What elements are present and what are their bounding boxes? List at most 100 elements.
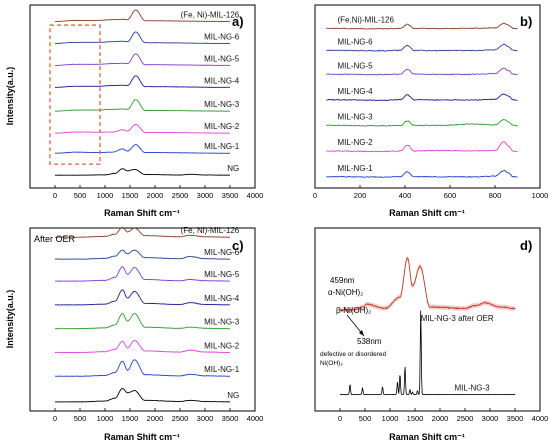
series-line-c-1 xyxy=(54,359,231,377)
series-line-a-7 xyxy=(54,9,231,23)
series-line-a-4 xyxy=(54,75,231,88)
annotation-arrowhead xyxy=(359,330,364,336)
panel-b-x-ticks: 0 200 400 600 800 1000 xyxy=(313,185,548,200)
panel-d: 0 500 1000 1500 2000 2500 3000 3500 4000 MIL-NG-… xyxy=(314,227,548,442)
series-line-a-5 xyxy=(54,53,231,66)
series-line-b-4 xyxy=(326,67,518,76)
x-tick-label: 3000 xyxy=(197,191,214,200)
series-label-a-1: MIL-NG-1 xyxy=(204,142,240,151)
series-line-a-6 xyxy=(54,31,231,44)
panel-b-frame xyxy=(314,4,541,189)
panel-b-series-labels: MIL-NG-1 MIL-NG-2 MIL-NG-3 MIL-NG-4 MIL-NG-5… xyxy=(338,16,395,173)
x-tick-label: 2500 xyxy=(172,414,189,423)
x-tick-label: 3000 xyxy=(197,414,214,423)
series-label-c-5: MIL-NG-5 xyxy=(204,270,240,279)
series-label-b-6: (Fe,Ni)-MIL-126 xyxy=(338,16,395,25)
panel-d-label: d) xyxy=(520,238,532,253)
panel-a-label: a) xyxy=(232,14,244,29)
x-tick-label: 3000 xyxy=(482,414,499,423)
annotation-alpha-nioh2: α-Ni(OH)₂ xyxy=(328,288,363,297)
panel-b: 0 200 400 600 800 1000 MIL-NG-1MIL-NG-2MIL-NG… xyxy=(313,4,548,218)
series-line-c-4 xyxy=(54,289,231,306)
series-line-a-3 xyxy=(54,99,231,112)
x-tick-label: 3500 xyxy=(222,414,239,423)
series-label-c-6: MIL-NG-6 xyxy=(204,248,240,257)
series-label-c-3: MIL-NG-3 xyxy=(204,318,240,327)
x-tick-label: 500 xyxy=(359,414,372,423)
series-line-b-3 xyxy=(326,93,518,101)
series-line-c-3 xyxy=(54,313,231,330)
series-line-b-5 xyxy=(326,43,518,52)
x-tick-label: 0 xyxy=(53,191,57,200)
series-label-d-1: MIL-NG-3 after OER xyxy=(421,314,494,323)
annotation-538nm: 538nm xyxy=(357,337,382,346)
series-label-a-7: (Fe, Ni)-MIL-126 xyxy=(181,10,240,19)
series-label-d-0: MIL-NG-3 xyxy=(455,384,491,393)
x-tick-label: 400 xyxy=(399,191,412,200)
series-line-d-0 xyxy=(339,310,516,396)
panel-c-label: c) xyxy=(232,238,244,253)
panel-d-x-ticks: 0 500 1000 1500 2000 2500 3000 3500 4000 xyxy=(338,408,548,423)
x-tick-label: 2500 xyxy=(172,191,189,200)
series-label-b-3: MIL-NG-4 xyxy=(338,87,374,96)
x-tick-label: 500 xyxy=(74,414,87,423)
x-tick-label: 200 xyxy=(354,191,367,200)
x-tick-label: 1500 xyxy=(122,414,139,423)
series-line-d-1 xyxy=(339,257,516,312)
x-tick-label: 500 xyxy=(74,191,87,200)
x-tick-label: 1000 xyxy=(382,414,399,423)
x-tick-label: 1500 xyxy=(407,414,424,423)
x-tick-label: 3500 xyxy=(507,414,524,423)
series-label-a-3: MIL-NG-3 xyxy=(204,100,240,109)
series-line-c-6 xyxy=(54,249,231,260)
annotation-defective: defective or disordered xyxy=(320,351,387,358)
series-label-c-0: NG xyxy=(227,391,239,400)
panel-c-frame xyxy=(29,227,256,412)
x-tick-label: 0 xyxy=(313,191,317,200)
x-tick-label: 1000 xyxy=(97,191,114,200)
series-line-c-0 xyxy=(54,387,231,403)
series-label-c-1: MIL-NG-1 xyxy=(204,365,240,374)
series-line-c-7 xyxy=(54,226,231,238)
panel-a-series xyxy=(49,9,231,176)
series-label-c-7: (Fe, Ni)-MIL-126 xyxy=(181,226,240,235)
highlight-box xyxy=(49,24,101,165)
x-tick-label: 600 xyxy=(444,191,457,200)
annotation-459nm: 459nm xyxy=(330,276,355,285)
series-label-a-2: MIL-NG-2 xyxy=(204,122,240,131)
x-tick-label: 0 xyxy=(338,414,342,423)
x-tick-label: 4000 xyxy=(532,414,549,423)
x-tick-label: 1000 xyxy=(532,191,549,200)
x-tick-label: 3500 xyxy=(222,191,239,200)
panel-a: 0 500 1000 1500 2000 2500 3000 3500 4000 NG MIL-N… xyxy=(5,4,264,218)
x-tick-label: 4000 xyxy=(247,414,264,423)
series-line-a-0 xyxy=(54,168,231,176)
series-line-b-2 xyxy=(326,118,518,127)
annotation-nioh2: Ni(OH)₂ xyxy=(320,360,343,367)
x-tick-label: 800 xyxy=(489,191,502,200)
x-tick-label: 2500 xyxy=(457,414,474,423)
series-line-a-1 xyxy=(54,144,231,154)
series-label-a-0: NG xyxy=(227,164,239,173)
panel-a-xlabel: Raman Shift cm⁻¹ xyxy=(104,208,180,218)
panel-c-title: After OER xyxy=(34,234,76,244)
series-label-a-5: MIL-NG-5 xyxy=(204,54,240,63)
series-label-c-4: MIL-NG-4 xyxy=(204,294,240,303)
panel-c-ylabel: Intensity(a.u.) xyxy=(5,290,15,349)
panel-c-xlabel: Raman Shift cm⁻¹ xyxy=(104,432,180,442)
panel-d-series-labels: MIL-NG-3 MIL-NG-3 after OER xyxy=(421,314,494,393)
series-label-a-4: MIL-NG-4 xyxy=(204,76,240,85)
series-line-c-5 xyxy=(54,266,231,282)
series-line-b-0 xyxy=(326,169,518,178)
panel-c-x-ticks: 0 500 1000 1500 2000 2500 3000 3500 4000 xyxy=(53,408,263,423)
series-label-b-5: MIL-NG-6 xyxy=(338,38,374,47)
panel-d-series xyxy=(339,255,516,396)
x-tick-label: 4000 xyxy=(247,191,264,200)
x-tick-label: 1500 xyxy=(122,191,139,200)
series-line-c-2 xyxy=(54,340,230,354)
series-line-b-6 xyxy=(326,22,518,30)
panel-a-ylabel: Intensity(a.u.) xyxy=(5,67,15,126)
annotation-beta-nioh2: β-Ni(OH)₂ xyxy=(336,306,371,315)
x-tick-label: 2000 xyxy=(147,414,164,423)
